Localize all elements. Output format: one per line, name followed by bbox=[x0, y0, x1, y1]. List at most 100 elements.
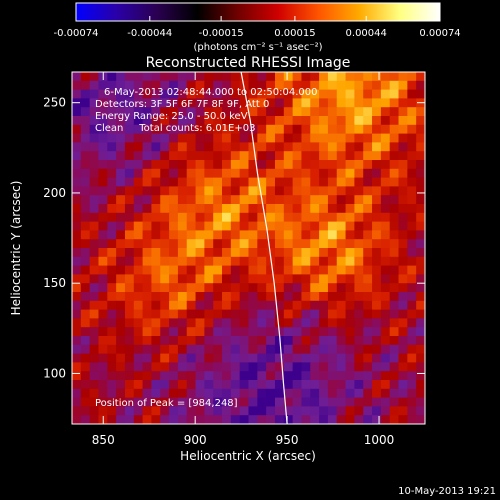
heatmap-cell bbox=[363, 186, 373, 196]
heatmap-cell bbox=[248, 239, 258, 249]
heatmap-cell bbox=[354, 177, 364, 187]
heatmap-cell bbox=[380, 292, 391, 302]
heatmap-cell bbox=[398, 212, 408, 223]
heatmap-cell bbox=[327, 186, 338, 196]
heatmap-cell bbox=[116, 160, 126, 170]
heatmap-cell bbox=[398, 371, 408, 381]
heatmap-cell bbox=[407, 221, 417, 231]
heatmap-cell bbox=[116, 380, 126, 390]
heatmap-cell bbox=[380, 124, 391, 135]
heatmap-cell bbox=[239, 309, 250, 319]
heatmap-cell bbox=[416, 116, 425, 126]
heatmap-cell bbox=[336, 344, 347, 355]
heatmap-cell bbox=[257, 318, 267, 328]
heatmap-cell bbox=[116, 204, 126, 214]
heatmap-cell bbox=[345, 371, 355, 381]
heatmap-cell bbox=[107, 371, 117, 381]
heatmap-cell bbox=[389, 72, 400, 82]
heatmap-cell bbox=[124, 204, 135, 214]
heatmap-cell bbox=[133, 168, 144, 179]
heatmap-cell bbox=[239, 204, 250, 214]
heatmap-cell bbox=[354, 292, 364, 302]
heatmap-cell bbox=[257, 72, 267, 82]
heatmap-cell bbox=[151, 195, 161, 205]
heatmap-cell bbox=[195, 160, 205, 170]
heatmap-cell bbox=[389, 283, 400, 293]
heatmap-cell bbox=[213, 380, 223, 390]
heatmap-cell bbox=[107, 353, 117, 363]
heatmap-cell bbox=[72, 371, 82, 381]
heatmap-cell bbox=[301, 212, 311, 223]
heatmap-cell bbox=[416, 371, 425, 381]
heatmap-cell bbox=[177, 239, 188, 249]
heatmap-cell bbox=[398, 230, 408, 240]
heatmap-cell bbox=[336, 116, 347, 126]
heatmap-cell bbox=[107, 380, 117, 390]
heatmap-cell bbox=[283, 142, 294, 152]
heatmap-cell bbox=[169, 292, 179, 302]
heatmap-cell bbox=[336, 239, 347, 249]
heatmap-cell bbox=[248, 256, 258, 267]
heatmap-cell bbox=[80, 265, 91, 275]
heatmap-cell bbox=[204, 160, 214, 170]
heatmap-cell bbox=[116, 195, 126, 205]
heatmap-cell bbox=[257, 230, 267, 240]
heatmap-cell bbox=[363, 256, 373, 267]
heatmap-cell bbox=[72, 80, 82, 91]
heatmap-cell bbox=[327, 336, 338, 346]
heatmap-cell bbox=[124, 186, 135, 196]
heatmap-cell bbox=[372, 142, 382, 152]
heatmap-cell bbox=[222, 309, 232, 319]
heatmap-cell bbox=[380, 371, 391, 381]
heatmap-cell bbox=[124, 72, 135, 82]
heatmap-cell bbox=[301, 415, 311, 424]
heatmap-cell bbox=[151, 230, 161, 240]
heatmap-cell bbox=[72, 353, 82, 363]
heatmap-cell bbox=[124, 142, 135, 152]
heatmap-cell bbox=[319, 124, 329, 135]
heatmap-cell bbox=[204, 292, 214, 302]
heatmap-cell bbox=[283, 230, 294, 240]
heatmap-cell bbox=[98, 327, 108, 337]
heatmap-cell bbox=[292, 309, 303, 319]
heatmap-cell bbox=[222, 300, 232, 311]
colorbar-unit-label: (photons cm⁻² s⁻¹ asec⁻²) bbox=[193, 42, 322, 53]
heatmap-cell bbox=[80, 124, 91, 135]
heatmap-cell bbox=[195, 98, 205, 108]
heatmap-cell bbox=[372, 133, 382, 143]
heatmap-cell bbox=[301, 239, 311, 249]
heatmap-cell bbox=[292, 177, 303, 187]
heatmap-cell bbox=[142, 292, 153, 302]
heatmap-cell bbox=[327, 116, 338, 126]
heatmap-cell bbox=[248, 283, 258, 293]
heatmap-cell bbox=[169, 283, 179, 293]
heatmap-cell bbox=[354, 142, 364, 152]
heatmap-cell bbox=[195, 406, 205, 416]
heatmap-cell bbox=[319, 318, 329, 328]
heatmap-cell bbox=[372, 72, 382, 82]
heatmap-cell bbox=[310, 80, 320, 91]
heatmap-cell bbox=[204, 283, 214, 293]
heatmap-cell bbox=[248, 195, 258, 205]
heatmap-cell bbox=[89, 221, 100, 231]
heatmap-cell bbox=[72, 362, 82, 372]
heatmap-cell bbox=[345, 309, 355, 319]
heatmap-cell bbox=[301, 344, 311, 355]
heatmap-cell bbox=[80, 300, 91, 311]
heatmap-cell bbox=[169, 204, 179, 214]
heatmap-cell bbox=[248, 327, 258, 337]
heatmap-cell bbox=[116, 353, 126, 363]
heatmap-cell bbox=[372, 98, 382, 108]
heatmap-cell bbox=[257, 107, 267, 117]
heatmap-cell bbox=[389, 406, 400, 416]
heatmap-cell bbox=[142, 133, 153, 143]
heatmap-cell bbox=[195, 80, 205, 91]
heatmap-cell bbox=[177, 388, 188, 399]
heatmap-cell bbox=[274, 186, 285, 196]
heatmap-cell bbox=[319, 212, 329, 223]
heatmap-cell bbox=[354, 195, 364, 205]
heatmap-cell bbox=[116, 248, 126, 258]
heatmap-cell bbox=[292, 336, 303, 346]
heatmap-cell bbox=[319, 151, 329, 161]
heatmap-cell bbox=[222, 397, 232, 407]
